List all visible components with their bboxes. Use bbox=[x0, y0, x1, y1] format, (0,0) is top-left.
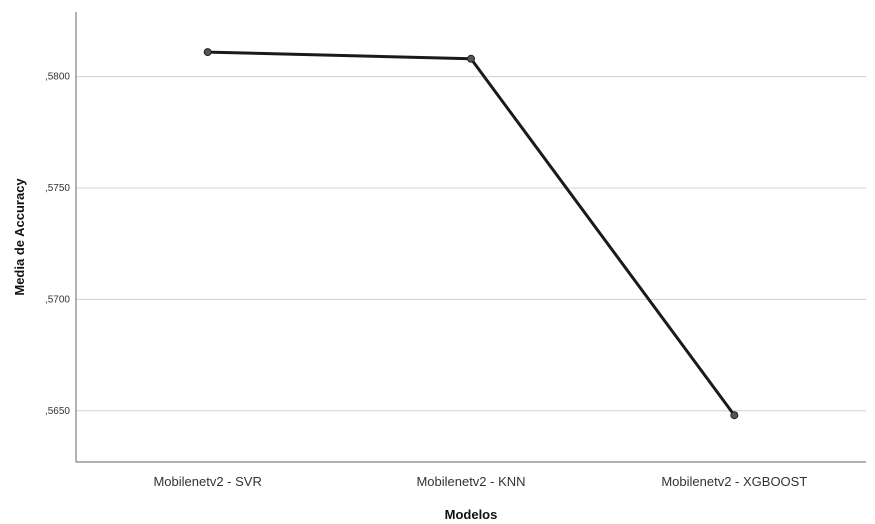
y-tick-labels: ,5650 ,5700 ,5750 ,5800 bbox=[45, 72, 70, 417]
data-point bbox=[467, 54, 475, 63]
axes bbox=[75, 12, 866, 463]
data-point bbox=[203, 48, 212, 57]
gridlines bbox=[76, 76, 866, 412]
x-axis-title: Modelos bbox=[445, 507, 498, 522]
series-line bbox=[207, 50, 736, 417]
data-point bbox=[730, 411, 739, 420]
x-category-label: Mobilenetv2 - SVR bbox=[153, 474, 261, 489]
y-axis-title: Media de Accuracy bbox=[12, 178, 27, 296]
y-tick-label: ,5800 bbox=[45, 72, 70, 83]
x-category-labels: Mobilenetv2 - SVR Mobilenetv2 - KNN Mobile… bbox=[153, 474, 807, 489]
y-tick-label: ,5700 bbox=[45, 294, 70, 305]
series bbox=[203, 48, 739, 420]
y-tick-label: ,5750 bbox=[45, 183, 70, 194]
y-tick-label: ,5650 bbox=[45, 406, 70, 417]
x-category-label: Mobilenetv2 - XGBOOST bbox=[661, 474, 807, 489]
x-category-label: Mobilenetv2 - KNN bbox=[416, 474, 525, 489]
